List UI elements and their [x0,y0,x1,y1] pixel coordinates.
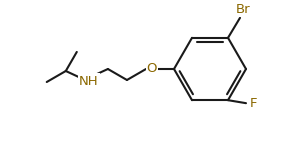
Text: O: O [147,62,157,75]
Text: F: F [250,97,258,110]
Text: NH: NH [79,75,99,87]
Text: Br: Br [236,3,250,16]
